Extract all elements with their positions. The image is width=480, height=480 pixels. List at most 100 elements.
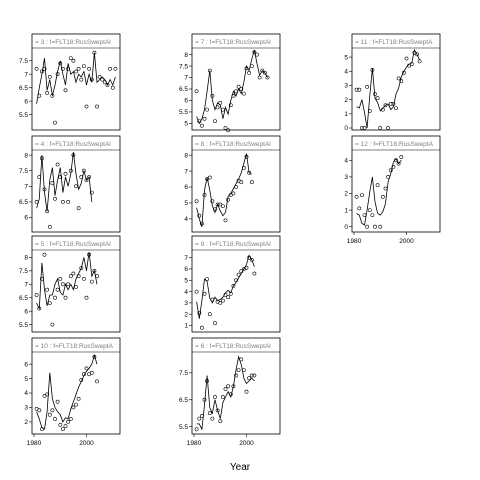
data-point xyxy=(218,419,223,424)
data-point xyxy=(87,66,92,71)
data-point xyxy=(220,204,225,209)
x-tick-label: 2000 xyxy=(399,238,414,245)
data-point xyxy=(383,186,388,191)
data-point xyxy=(202,116,207,121)
data-point xyxy=(66,419,71,424)
y-tick-label: 5 xyxy=(184,277,188,284)
y-tick-label: 7 xyxy=(184,75,188,82)
data-point xyxy=(359,193,364,198)
panel-strip-label: = 12 : f=FLT18:RusSweptA xyxy=(355,141,434,148)
data-point xyxy=(58,422,63,427)
series-line xyxy=(36,52,116,104)
y-tick-label: 6 xyxy=(24,361,28,368)
data-point xyxy=(220,107,225,112)
y-tick-label: 4 xyxy=(24,390,28,397)
y-tick-label: 2 xyxy=(344,97,348,104)
data-point xyxy=(68,168,73,173)
panel: = 5 : f=FLT18:RusSweptAl 5.5 6 6.5 7 7.5 8 xyxy=(19,235,121,333)
data-point xyxy=(202,291,207,296)
series-line xyxy=(36,354,98,430)
data-point xyxy=(50,322,55,327)
data-point xyxy=(197,311,202,315)
data-point xyxy=(220,298,225,303)
y-tick-label: 3 xyxy=(344,83,348,90)
data-point xyxy=(53,295,57,300)
data-point xyxy=(373,92,377,96)
panel: = 7 : f=FLT18:RusSweptAl 5 5.5 6 6.5 7 7.5 8 xyxy=(179,33,281,133)
data-point xyxy=(354,87,359,92)
data-point xyxy=(210,416,215,421)
data-point xyxy=(260,68,265,73)
data-point xyxy=(61,199,65,204)
data-point xyxy=(226,384,231,389)
panel-frame xyxy=(31,235,121,333)
data-point xyxy=(89,77,94,82)
data-point xyxy=(47,224,52,229)
data-point xyxy=(241,91,246,96)
data-point xyxy=(194,427,199,432)
y-tick-label: 3 xyxy=(24,405,28,412)
data-point xyxy=(84,295,89,300)
y-tick-label: 7 xyxy=(24,71,28,78)
y-tick-label: 0 xyxy=(344,224,348,231)
data-point xyxy=(367,109,372,113)
data-point xyxy=(82,372,86,377)
data-point xyxy=(45,209,50,214)
data-point xyxy=(87,252,92,257)
data-point xyxy=(53,417,57,421)
y-tick-label: 4 xyxy=(184,216,188,223)
data-point xyxy=(386,174,391,179)
data-point xyxy=(409,62,414,67)
data-point xyxy=(108,66,113,71)
data-point xyxy=(215,105,220,110)
data-point xyxy=(396,76,401,81)
x-tick-label: 1980 xyxy=(27,440,42,447)
y-tick-label: 5 xyxy=(344,54,348,61)
y-tick-label: 1 xyxy=(344,207,348,214)
data-point xyxy=(244,389,249,394)
data-point xyxy=(61,427,65,432)
y-tick-label: 4 xyxy=(344,68,348,75)
data-point xyxy=(66,66,71,71)
y-tick-label: 6.5 xyxy=(19,199,28,206)
data-point xyxy=(249,373,254,378)
data-point xyxy=(244,154,249,159)
y-tick-label: 1 xyxy=(184,323,188,330)
panel-strip-label: = 3 : f=FLT18:RusSweptAl xyxy=(35,39,111,46)
panel-strip-label: = 11 : f=FLT18:RusSweptA xyxy=(355,39,433,46)
y-tick-label: 7 xyxy=(184,255,188,262)
data-point xyxy=(375,96,380,101)
panel: = 12 : f=FLT18:RusSweptA 0 1 2 3 4 1980 2000 xyxy=(344,135,441,245)
panel: = 10 : f=FLT18:RusSweptA 2 3 4 5 6 1980 2000 xyxy=(24,337,121,447)
data-point xyxy=(76,206,81,211)
data-point xyxy=(357,206,362,211)
data-point xyxy=(370,68,375,72)
data-point xyxy=(55,287,60,292)
data-point xyxy=(95,104,99,109)
data-point xyxy=(58,175,63,179)
data-point xyxy=(197,416,202,421)
y-tick-label: 6.5 xyxy=(179,397,188,404)
data-point xyxy=(370,213,375,218)
data-point xyxy=(367,208,372,213)
data-point xyxy=(215,202,220,207)
data-point xyxy=(241,165,246,170)
data-point xyxy=(378,126,383,130)
data-point xyxy=(74,69,78,74)
data-point xyxy=(252,373,257,378)
data-point xyxy=(213,321,217,326)
y-tick-label: 5.5 xyxy=(179,109,188,116)
y-tick-label: 6.5 xyxy=(19,85,28,92)
data-point xyxy=(239,269,244,274)
y-tick-label: 3 xyxy=(184,300,188,307)
data-point xyxy=(197,213,202,218)
data-point xyxy=(37,175,42,179)
data-point xyxy=(103,80,107,85)
data-point xyxy=(359,126,364,130)
x-tick-label: 2000 xyxy=(79,440,94,447)
y-tick-label: 6 xyxy=(184,266,188,273)
data-point xyxy=(45,91,50,95)
panel-strip-label: = 10 : f=FLT18:RusSweptA xyxy=(35,343,114,350)
data-point xyxy=(231,384,236,389)
data-point xyxy=(239,87,244,91)
